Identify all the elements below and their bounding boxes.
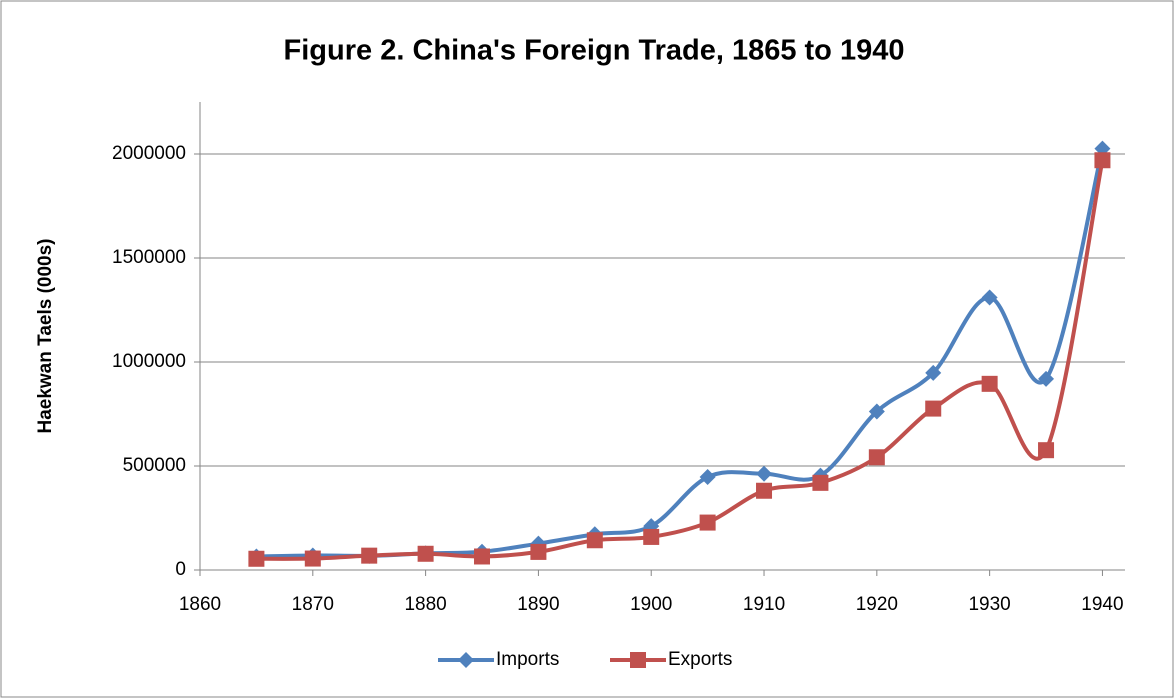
y-axis-label: Haekwan Taels (000s) [35,238,56,433]
data-point [981,289,998,306]
legend-label: Exports [668,649,732,670]
data-point [530,543,547,560]
data-point [1038,442,1055,459]
data-point [756,465,773,482]
data-point [361,547,378,564]
data-point [643,528,660,545]
legend-marker [458,652,474,668]
data-point [1094,152,1111,169]
data-point [248,550,265,567]
data-point [304,550,321,567]
y-tick-label: 1000000 [112,351,186,372]
data-point [1038,370,1055,387]
data-point [925,400,942,417]
y-tick-label: 1500000 [112,247,186,268]
x-tick-label: 1860 [179,594,221,615]
data-point [868,449,885,466]
y-tick-label: 2000000 [112,143,186,164]
x-tick-label: 1890 [517,594,559,615]
x-tick-label: 1880 [404,594,446,615]
data-point [474,548,491,565]
legend-label: Imports [496,649,559,670]
x-tick-label: 1940 [1081,594,1123,615]
data-point [699,514,716,531]
legend-marker [630,652,646,668]
chart-title: Figure 2. China's Foreign Trade, 1865 to… [284,35,905,67]
x-tick-label: 1920 [856,594,898,615]
y-tick-label: 500000 [123,455,186,476]
x-tick-label: 1870 [292,594,334,615]
data-point [756,482,773,499]
data-point [925,364,942,381]
data-point [868,403,885,420]
data-point [586,532,603,549]
x-tick-label: 1910 [743,594,785,615]
data-point [417,545,434,562]
data-point [699,469,716,486]
y-tick-label: 0 [175,559,186,580]
x-tick-label: 1900 [630,594,672,615]
data-point [812,474,829,491]
x-tick-label: 1930 [968,594,1010,615]
data-point [981,375,998,392]
